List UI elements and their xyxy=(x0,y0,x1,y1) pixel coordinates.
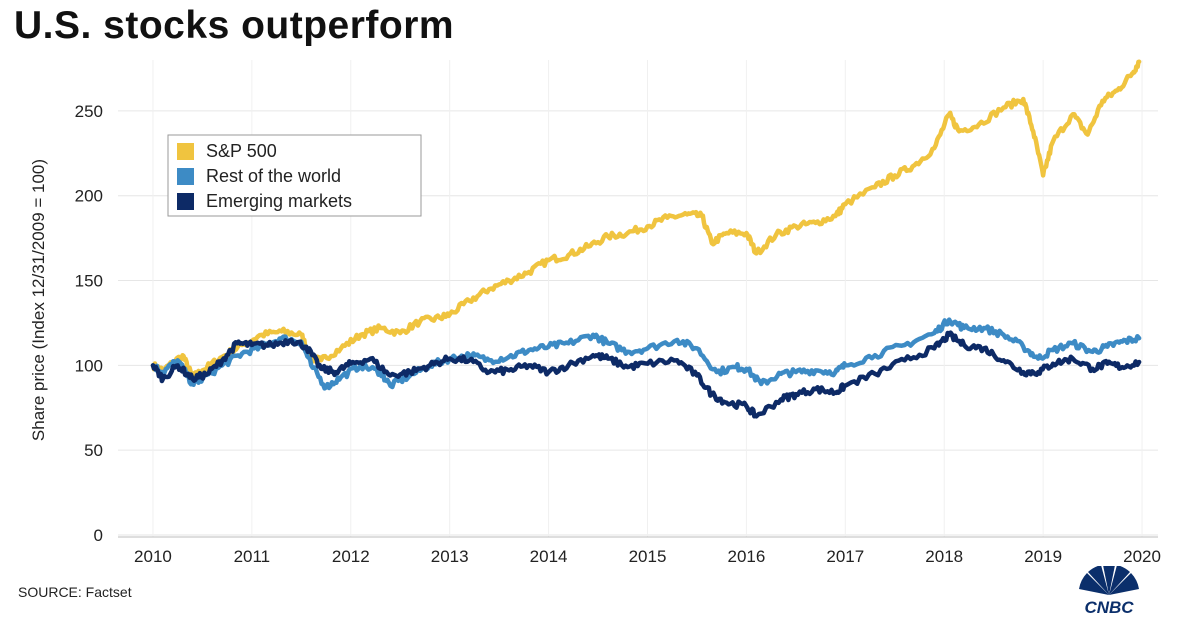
x-tick-label: 2011 xyxy=(234,547,271,566)
legend-box xyxy=(167,134,422,217)
legend-label: Rest of the world xyxy=(206,166,341,186)
x-tick-label: 2010 xyxy=(134,547,172,566)
chart-title: U.S. stocks outperform xyxy=(14,4,455,47)
x-tick-label: 2017 xyxy=(826,547,864,566)
x-tick-label: 2014 xyxy=(530,547,568,566)
y-tick-label: 50 xyxy=(84,441,103,460)
y-axis: 0 50 100 150 200 250 xyxy=(75,102,103,545)
x-tick-label: 2013 xyxy=(431,547,469,566)
legend-label: Emerging markets xyxy=(206,191,352,211)
x-axis: 2010 2011 2012 2013 2014 2015 2016 2017 2018 2019… xyxy=(118,536,1161,566)
x-tick-label: 2018 xyxy=(925,547,963,566)
series-line-emerging-markets xyxy=(150,330,1142,419)
y-tick-label: 150 xyxy=(75,272,103,291)
y-tick-label: 100 xyxy=(75,356,103,375)
source-note: SOURCE: Factset xyxy=(18,584,132,600)
y-axis-label: Share price (Index 12/31/2009 = 100) xyxy=(29,159,48,441)
legend-label: S&P 500 xyxy=(206,141,277,161)
legend: S&P 500 Rest of the world Emerging markets xyxy=(167,134,422,217)
x-tick-label: 2016 xyxy=(727,547,765,566)
x-tick-label: 2019 xyxy=(1024,547,1062,566)
y-tick-label: 250 xyxy=(75,102,103,121)
series-lines xyxy=(150,59,1142,419)
x-tick-label: 2012 xyxy=(332,547,370,566)
svg-text:CNBC: CNBC xyxy=(1084,598,1134,617)
legend-swatch xyxy=(177,168,194,185)
gridlines xyxy=(118,60,1158,537)
legend-swatch xyxy=(177,143,194,160)
x-tick-label: 2015 xyxy=(629,547,667,566)
legend-swatch xyxy=(177,193,194,210)
cnbc-logo: CNBC xyxy=(1068,566,1150,617)
y-tick-label: 200 xyxy=(75,187,103,206)
x-tick-label: 2020 xyxy=(1123,547,1161,566)
y-tick-label: 0 xyxy=(94,526,103,545)
